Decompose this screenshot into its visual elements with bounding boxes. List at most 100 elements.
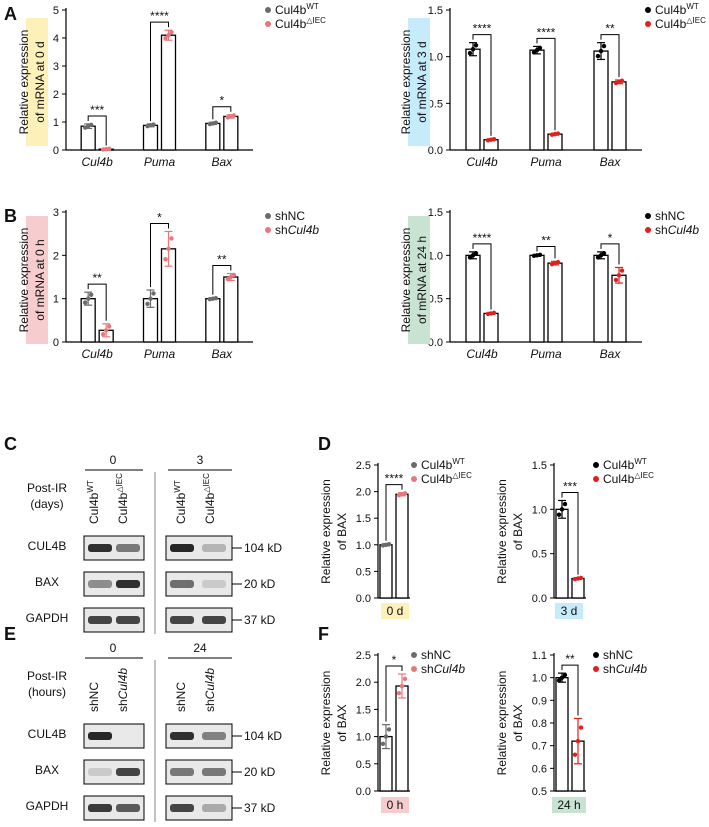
y-tick-label: 0.5 [428,294,443,306]
blot-band [202,768,226,776]
y-label-line: Relative expression [495,671,509,776]
legend-marker [593,462,599,468]
legend-label-shcul4b: shCul4b [421,662,465,676]
legend-italic: Cul4b [288,223,320,237]
data-point [103,328,109,333]
y-axis-label: Relative expression of mRNA at 0 d [17,18,48,146]
blot-band [88,544,112,552]
y-tick-label: 0.5 [532,786,547,798]
blot-band [202,804,226,812]
bar [395,493,409,599]
y-tick-label: 0.0 [356,593,371,605]
post-ir-label: Post-IR [27,669,67,683]
legend-label-wt: Cul4bWT [655,2,699,17]
data-point [619,268,625,273]
bar [547,262,563,343]
data-point [213,295,219,301]
bar [529,254,545,343]
legend-base: Cul4b [655,3,687,17]
panel-letter-f: F [318,624,329,644]
legend-label-ko: Cul4b△IEC [603,471,654,486]
bar [571,577,585,599]
blot-row-label: CUL4B [28,539,67,553]
data-point [82,300,88,305]
data-point [106,324,112,329]
data-point [380,741,386,746]
blot-band [88,616,112,624]
blot-band [88,580,112,588]
significance-label: * [219,94,224,108]
significance-bracket [150,223,169,287]
y-tick-label: 2 [53,250,59,262]
y-tick-label: 0.5 [356,566,371,578]
blot-band [88,732,112,740]
legend-label-shcul4b: shCul4b [275,223,319,237]
legend-marker [645,213,651,219]
legend-sup: WT [686,2,699,11]
blot-band [170,732,194,740]
blot-row-label: BAX [35,763,59,777]
y-tick-label: 0.0 [532,593,547,605]
y-label-line: of mRNA at 24 h [415,236,429,324]
y-tick-label: 2 [53,89,59,101]
legend-italic: Cul4b [616,662,648,676]
significance-bracket [472,243,492,310]
data-point [575,738,581,744]
lane-italic: Cul4b [116,668,130,700]
legend-prefix: sh [655,223,668,237]
legend-base: Cul4b [275,17,307,31]
y-axis-label: Relative expression of BAX [495,479,525,584]
y-label-line: Relative expression [319,479,333,584]
lane-sup: WT [173,480,182,493]
data-point [148,296,153,301]
bar [593,254,609,343]
y-tick-label: 1.1 [532,650,547,662]
significance-bracket [561,491,579,575]
legend-marker [265,21,271,27]
lane-sup: WT [86,480,95,493]
blot-band [116,616,140,624]
y-label-line: of mRNA at 3 d [415,41,429,122]
size-marker-label: 104 kD [244,541,282,555]
chart-d-right: 0.0 0.5 1.0 1.5 Relative expression of BAX 3 d… [495,457,654,619]
y-tick-label: 2.5 [356,460,371,472]
y-tick-label: 4 [53,33,59,45]
y-label-box [408,216,430,344]
blot-row-label: GAPDH [26,611,69,625]
legend-base: Cul4b [603,458,635,472]
bar [547,133,563,151]
size-marker-label: 20 kD [244,765,276,779]
data-point [473,251,479,256]
legend-marker [593,652,599,658]
y-label-box [408,18,430,146]
data-point [467,50,473,56]
legend-marker [265,7,271,13]
legend-label-wt: Cul4bWT [421,457,465,472]
y-tick-label: 3 [53,61,59,73]
y-label-box [26,18,48,146]
data-point [383,734,389,739]
lane-label: Cul4b△IEC [115,473,130,524]
blot-group-label: 0 [110,641,117,655]
size-marker-label: 20 kD [244,577,276,591]
data-point [169,29,174,35]
blot-band [116,580,140,588]
data-point [598,48,604,54]
data-point [491,310,497,316]
significance-label: ** [217,253,227,267]
legend-sup: △IEC [634,471,654,480]
y-tick-label: 0.5 [532,549,547,561]
significance-label: ** [92,271,102,285]
y-tick-label: 1.5 [428,5,443,17]
y-tick-label: 0.0 [428,145,443,157]
data-point [163,257,168,262]
significance-bracket [87,115,107,146]
significance-label: ** [565,652,575,666]
y-label-line: of mRNA at 0 h [33,239,47,320]
x-label-box [381,797,409,813]
